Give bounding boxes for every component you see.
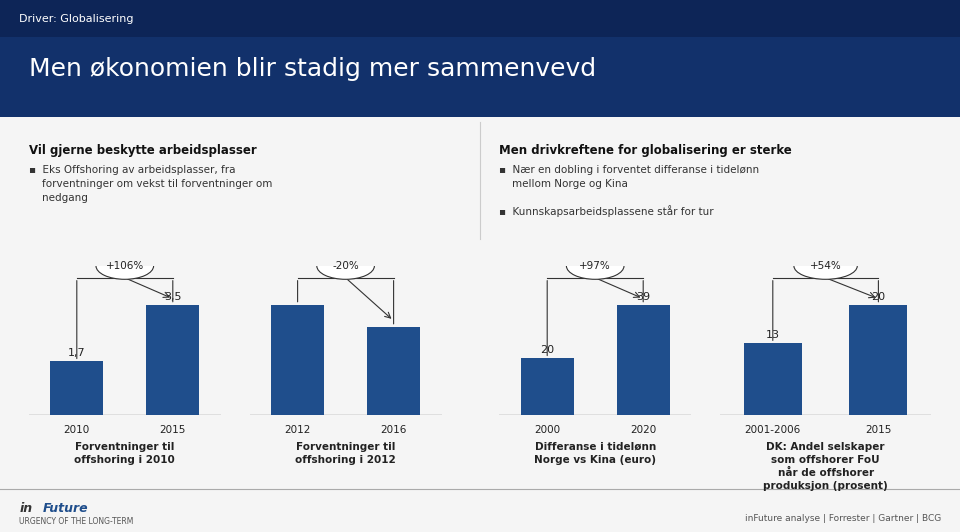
Text: DK: Andel selskaper
som offshorer FoU
når de offshorer
produksjon (prosent): DK: Andel selskaper som offshorer FoU nå…: [763, 442, 888, 492]
Text: Vil gjerne beskytte arbeidsplasser: Vil gjerne beskytte arbeidsplasser: [29, 144, 256, 156]
Text: 2010: 2010: [63, 426, 90, 435]
Ellipse shape: [794, 253, 857, 279]
Text: Forventninger til
offshoring i 2012: Forventninger til offshoring i 2012: [296, 442, 396, 465]
Ellipse shape: [566, 253, 624, 279]
Bar: [616, 305, 669, 415]
Bar: [850, 305, 907, 415]
Bar: [272, 305, 324, 415]
Text: ▪  Kunnskapsarbeidsplassene står for tur: ▪ Kunnskapsarbeidsplassene står for tur: [499, 205, 714, 217]
Text: 2015: 2015: [159, 426, 186, 435]
Text: in: in: [19, 502, 33, 514]
Bar: [0, 117, 960, 532]
Text: Forventninger til
offshoring i 2010: Forventninger til offshoring i 2010: [75, 442, 175, 465]
Text: 2015: 2015: [865, 426, 892, 435]
Text: 2000: 2000: [534, 426, 561, 435]
Ellipse shape: [96, 253, 154, 279]
Text: 20: 20: [540, 345, 554, 355]
Bar: [744, 343, 802, 415]
Text: 2001-2006: 2001-2006: [745, 426, 801, 435]
Text: 3,5: 3,5: [164, 292, 181, 302]
Text: ▪  Nær en dobling i forventet differanse i tidelønn
    mellom Norge og Kina: ▪ Nær en dobling i forventet differanse …: [499, 165, 759, 189]
Ellipse shape: [317, 253, 374, 279]
Bar: [521, 359, 574, 415]
Text: +54%: +54%: [809, 261, 842, 271]
Bar: [368, 327, 420, 415]
Text: 2012: 2012: [284, 426, 311, 435]
Text: -20%: -20%: [332, 261, 359, 271]
Text: inFuture analyse | Forrester | Gartner | BCG: inFuture analyse | Forrester | Gartner |…: [745, 514, 941, 523]
Text: 39: 39: [636, 292, 650, 302]
Bar: [50, 361, 103, 415]
Bar: [0, 0, 960, 117]
Text: Men drivkreftene for globalisering er sterke: Men drivkreftene for globalisering er st…: [499, 144, 792, 156]
Text: Driver: Globalisering: Driver: Globalisering: [19, 14, 133, 23]
Text: 2016: 2016: [380, 426, 407, 435]
Text: 13: 13: [766, 330, 780, 340]
Text: URGENCY OF THE LONG-TERM: URGENCY OF THE LONG-TERM: [19, 517, 133, 526]
Text: 20: 20: [872, 292, 885, 302]
Text: 2020: 2020: [630, 426, 657, 435]
Text: +97%: +97%: [579, 261, 612, 271]
Text: Men økonomien blir stadig mer sammenvevd: Men økonomien blir stadig mer sammenvevd: [29, 57, 596, 81]
Text: ▪  Eks Offshoring av arbeidsplasser, fra
    forventninger om vekst til forventn: ▪ Eks Offshoring av arbeidsplasser, fra …: [29, 165, 273, 203]
Text: Differanse i tidelønn
Norge vs Kina (euro): Differanse i tidelønn Norge vs Kina (eur…: [534, 442, 657, 465]
Text: Future: Future: [43, 502, 89, 514]
Bar: [0, 0, 960, 37]
Bar: [146, 305, 200, 415]
Text: +106%: +106%: [106, 261, 144, 271]
Text: 1,7: 1,7: [68, 348, 85, 359]
